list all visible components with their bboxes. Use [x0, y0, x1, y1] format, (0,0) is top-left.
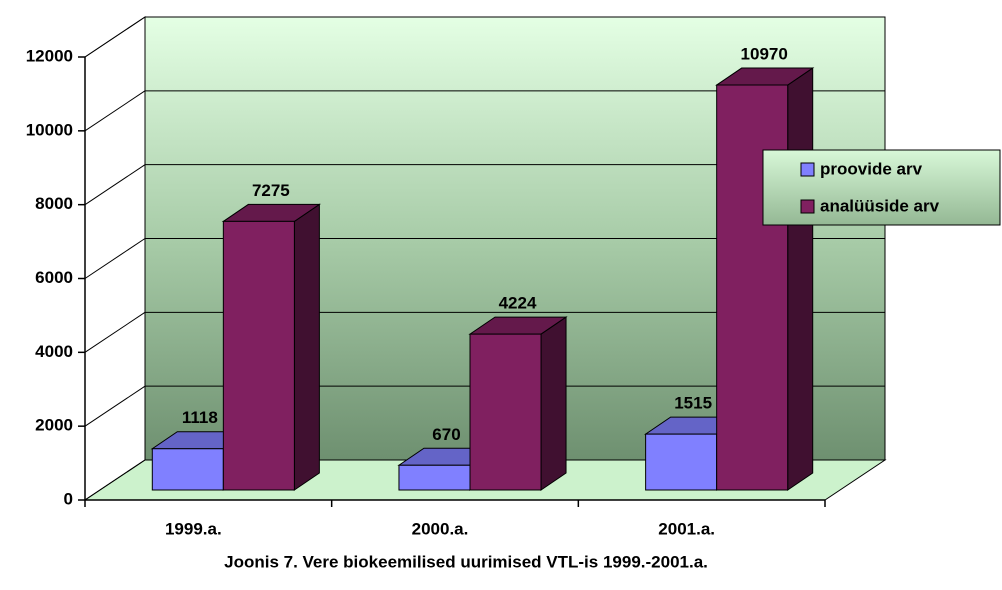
bar-side	[293, 203, 320, 491]
bar-front	[716, 84, 789, 491]
bar-front	[398, 464, 471, 491]
value-label: 1515	[674, 394, 712, 413]
y-tick-label: 0	[64, 489, 73, 508]
y-tick-label: 4000	[35, 342, 73, 361]
bar-front	[469, 333, 542, 491]
grid-line	[84, 459, 146, 501]
bar	[715, 67, 815, 491]
grid-line	[84, 238, 146, 279]
y-tick-label: 8000	[35, 194, 73, 213]
bar-front	[222, 220, 295, 491]
bar-side	[540, 316, 567, 491]
bar-front	[151, 448, 224, 491]
y-tick-label: 10000	[26, 120, 73, 139]
y-tick-label: 12000	[26, 46, 73, 65]
legend-swatch	[800, 162, 815, 177]
grid-line	[84, 16, 146, 58]
bar	[468, 316, 568, 491]
legend-swatch	[800, 199, 815, 214]
value-label: 10970	[741, 45, 788, 64]
grid-line	[84, 90, 146, 132]
y-tick-label: 2000	[35, 416, 73, 435]
grid-line	[84, 385, 146, 427]
x-tick-label: 2001.a.	[658, 519, 715, 538]
grid-line	[84, 164, 146, 206]
y-tick-label: 6000	[35, 268, 73, 287]
value-label: 670	[432, 425, 460, 444]
legend-label: proovide arv	[820, 159, 923, 178]
x-tick-label: 1999.a.	[165, 519, 222, 538]
value-label: 1118	[182, 408, 218, 427]
x-tick-label: 2000.a.	[412, 519, 469, 538]
legend-label: analüüside arv	[820, 196, 940, 215]
bar-side	[787, 67, 814, 491]
grid-line	[84, 311, 146, 353]
value-label: 7275	[252, 181, 290, 200]
chart-title: Joonis 7. Vere biokeemilised uurimised V…	[224, 552, 708, 571]
bar-front	[645, 433, 718, 491]
bar	[221, 203, 321, 491]
value-label: 4224	[499, 294, 537, 313]
